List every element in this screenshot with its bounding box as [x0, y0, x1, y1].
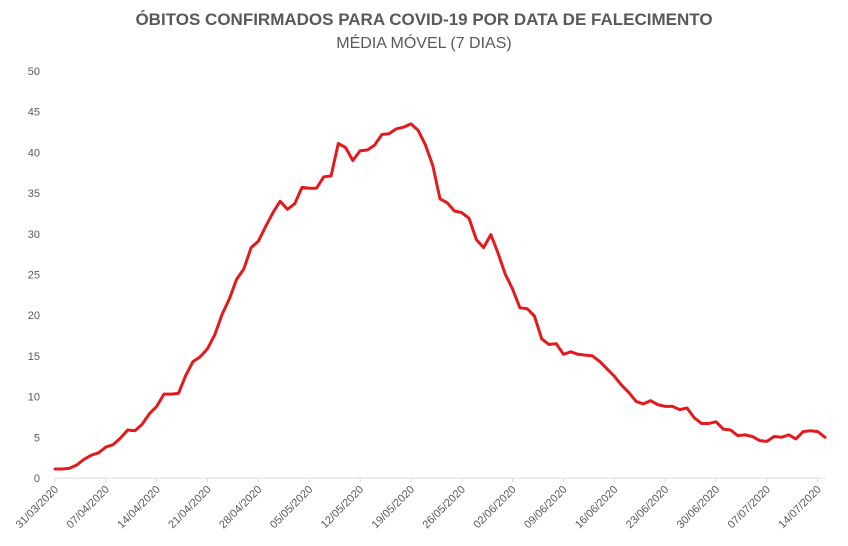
x-tick-label: 07/04/2020 [65, 484, 112, 531]
x-tick-label: 14/04/2020 [115, 484, 162, 531]
x-tick-label: 30/06/2020 [675, 484, 722, 531]
y-tick-label: 0 [34, 473, 40, 485]
x-tick-label: 12/05/2020 [319, 484, 366, 531]
y-tick-label: 10 [28, 392, 40, 404]
x-tick-label: 21/04/2020 [166, 484, 213, 531]
x-tick-label: 28/04/2020 [217, 484, 264, 531]
x-tick-label: 02/06/2020 [471, 484, 518, 531]
y-tick-label: 15 [28, 351, 40, 363]
y-tick-label: 5 [34, 432, 40, 444]
x-tick-label: 19/05/2020 [370, 484, 417, 531]
series-line [53, 122, 827, 471]
x-tick-label: 16/06/2020 [573, 484, 620, 531]
x-tick-label: 07/07/2020 [726, 484, 773, 531]
chart-title: ÓBITOS CONFIRMADOS PARA COVID-19 POR DAT… [135, 10, 713, 29]
x-axis-ticks: 31/03/2020 07/04/2020 14/04/2020 21/04/2020… [14, 478, 824, 531]
x-tick-label: 14/07/2020 [776, 484, 823, 531]
x-tick-label: 23/06/2020 [624, 484, 671, 531]
y-tick-label: 45 [28, 107, 40, 119]
x-tick-label: 05/05/2020 [268, 484, 315, 531]
y-tick-label: 25 [28, 270, 40, 282]
y-tick-label: 35 [28, 188, 40, 200]
y-axis-ticks: 0 5 10 15 20 25 30 35 40 45 50 [28, 66, 40, 485]
x-tick-label: 31/03/2020 [14, 484, 61, 531]
y-tick-label: 50 [28, 66, 40, 78]
y-tick-label: 30 [28, 229, 40, 241]
x-tick-label: 26/05/2020 [420, 484, 467, 531]
y-tick-label: 40 [28, 147, 40, 159]
y-tick-label: 20 [28, 310, 40, 322]
x-tick-label: 09/06/2020 [522, 484, 569, 531]
chart-subtitle: MÉDIA MÓVEL (7 DIAS) [336, 35, 512, 52]
